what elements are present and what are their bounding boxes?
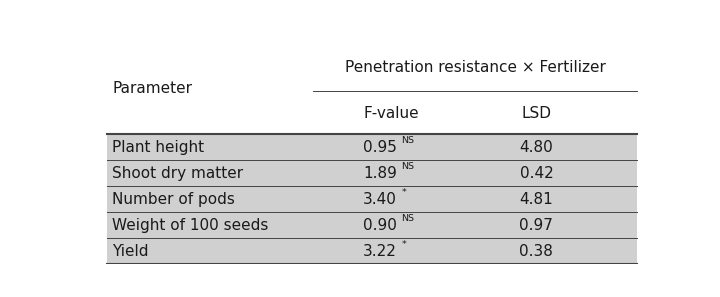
Text: 4.81: 4.81 [520, 192, 553, 207]
Text: Yield: Yield [112, 244, 149, 259]
Bar [107, 238, 637, 264]
Text: 1.89: 1.89 [363, 166, 397, 181]
Text: Weight of 100 seeds: Weight of 100 seeds [112, 218, 269, 233]
Text: 0.90: 0.90 [363, 218, 397, 233]
Text: LSD: LSD [521, 106, 552, 121]
Text: NS: NS [401, 162, 415, 171]
Text: 3.22: 3.22 [363, 244, 397, 259]
Text: 0.97: 0.97 [519, 218, 554, 233]
Text: NS: NS [401, 214, 415, 223]
Text: 3.40: 3.40 [363, 192, 397, 207]
Text: 4.80: 4.80 [520, 140, 553, 154]
Bar [107, 186, 637, 212]
Text: 0.95: 0.95 [363, 140, 397, 154]
Text: 0.42: 0.42 [520, 166, 553, 181]
Text: Number of pods: Number of pods [112, 192, 235, 207]
Text: *: * [401, 188, 406, 197]
Bar [107, 212, 637, 238]
Bar [107, 134, 637, 160]
Text: NS: NS [401, 136, 415, 145]
Text: Shoot dry matter: Shoot dry matter [112, 166, 243, 181]
Text: F-value: F-value [364, 106, 419, 121]
Text: Penetration resistance × Fertilizer: Penetration resistance × Fertilizer [345, 60, 606, 75]
Text: Plant height: Plant height [112, 140, 204, 154]
Text: Parameter: Parameter [112, 81, 192, 96]
Text: 0.38: 0.38 [519, 244, 554, 259]
Text: *: * [401, 240, 406, 249]
Bar [107, 160, 637, 186]
